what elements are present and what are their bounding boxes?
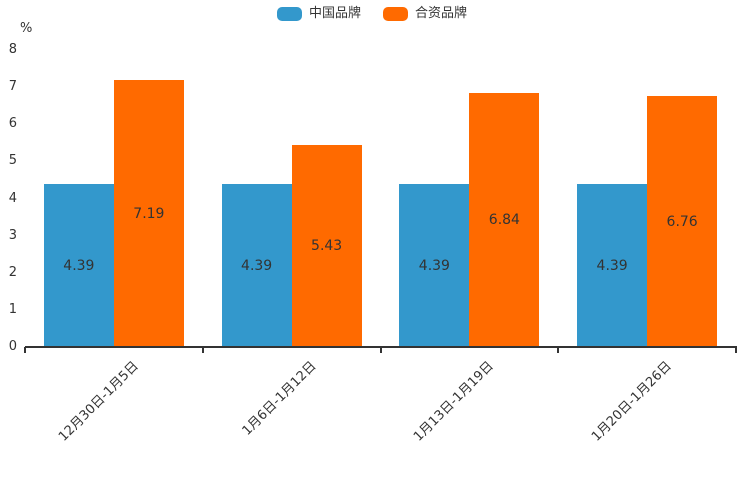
x-axis-tick	[379, 347, 382, 353]
x-axis-tick	[24, 347, 26, 353]
y-tick-label: 5	[8, 153, 17, 169]
x-axis-label: 12月30日-1月5日	[55, 358, 142, 445]
bar-value-label: 4.39	[63, 257, 95, 274]
x-axis-label: 1月6日-1月12日	[239, 358, 320, 439]
y-tick-label: 1	[8, 301, 17, 317]
legend-label-china-brand: 中国品牌	[308, 6, 361, 21]
y-axis-unit-label: %	[20, 21, 33, 36]
legend-item-joint-venture-brand[interactable]: 合资品牌	[383, 7, 467, 21]
y-tick-label: 0	[8, 339, 17, 354]
y-tick-label: 6	[8, 116, 17, 132]
bar-series1-cat3[interactable]	[647, 96, 718, 347]
x-axis-tick	[557, 347, 560, 353]
y-tick-label: 7	[8, 79, 17, 95]
bar-series1-cat0[interactable]	[113, 80, 184, 347]
legend: 中国品牌 合资品牌	[0, 7, 744, 21]
bar-series1-cat1[interactable]	[291, 145, 362, 347]
legend-item-china-brand[interactable]: 中国品牌	[276, 6, 361, 21]
x-axis-label: 1月13日-1月19日	[411, 358, 497, 445]
bar-series0-cat0[interactable]	[43, 184, 114, 347]
y-tick-label: 8	[8, 42, 17, 57]
x-axis-tick	[735, 347, 737, 353]
x-axis-label: 1月20日-1月26日	[588, 358, 675, 445]
bar-value-label: 4.39	[418, 257, 450, 274]
y-tick-label: 3	[8, 227, 17, 243]
legend-label-joint-venture-brand: 合资品牌	[415, 6, 468, 21]
bar-value-label: 5.43	[311, 238, 343, 255]
bar-series0-cat2[interactable]	[399, 184, 470, 347]
bar-series0-cat3[interactable]	[577, 184, 648, 347]
y-tick-label: 2	[8, 264, 17, 280]
bar-value-label: 4.39	[596, 257, 628, 274]
bar-series0-cat1[interactable]	[221, 184, 292, 347]
legend-swatch-joint-venture-brand	[383, 7, 408, 21]
bar-value-label: 6.76	[666, 213, 698, 230]
y-tick-label: 4	[8, 190, 17, 206]
bar-series1-cat2[interactable]	[469, 93, 540, 347]
legend-swatch-china-brand	[276, 7, 302, 21]
bar-value-label: 7.19	[133, 205, 165, 222]
bar-value-label: 6.84	[488, 212, 520, 229]
x-axis-tick	[201, 347, 204, 353]
bar-value-label: 4.39	[241, 257, 273, 274]
